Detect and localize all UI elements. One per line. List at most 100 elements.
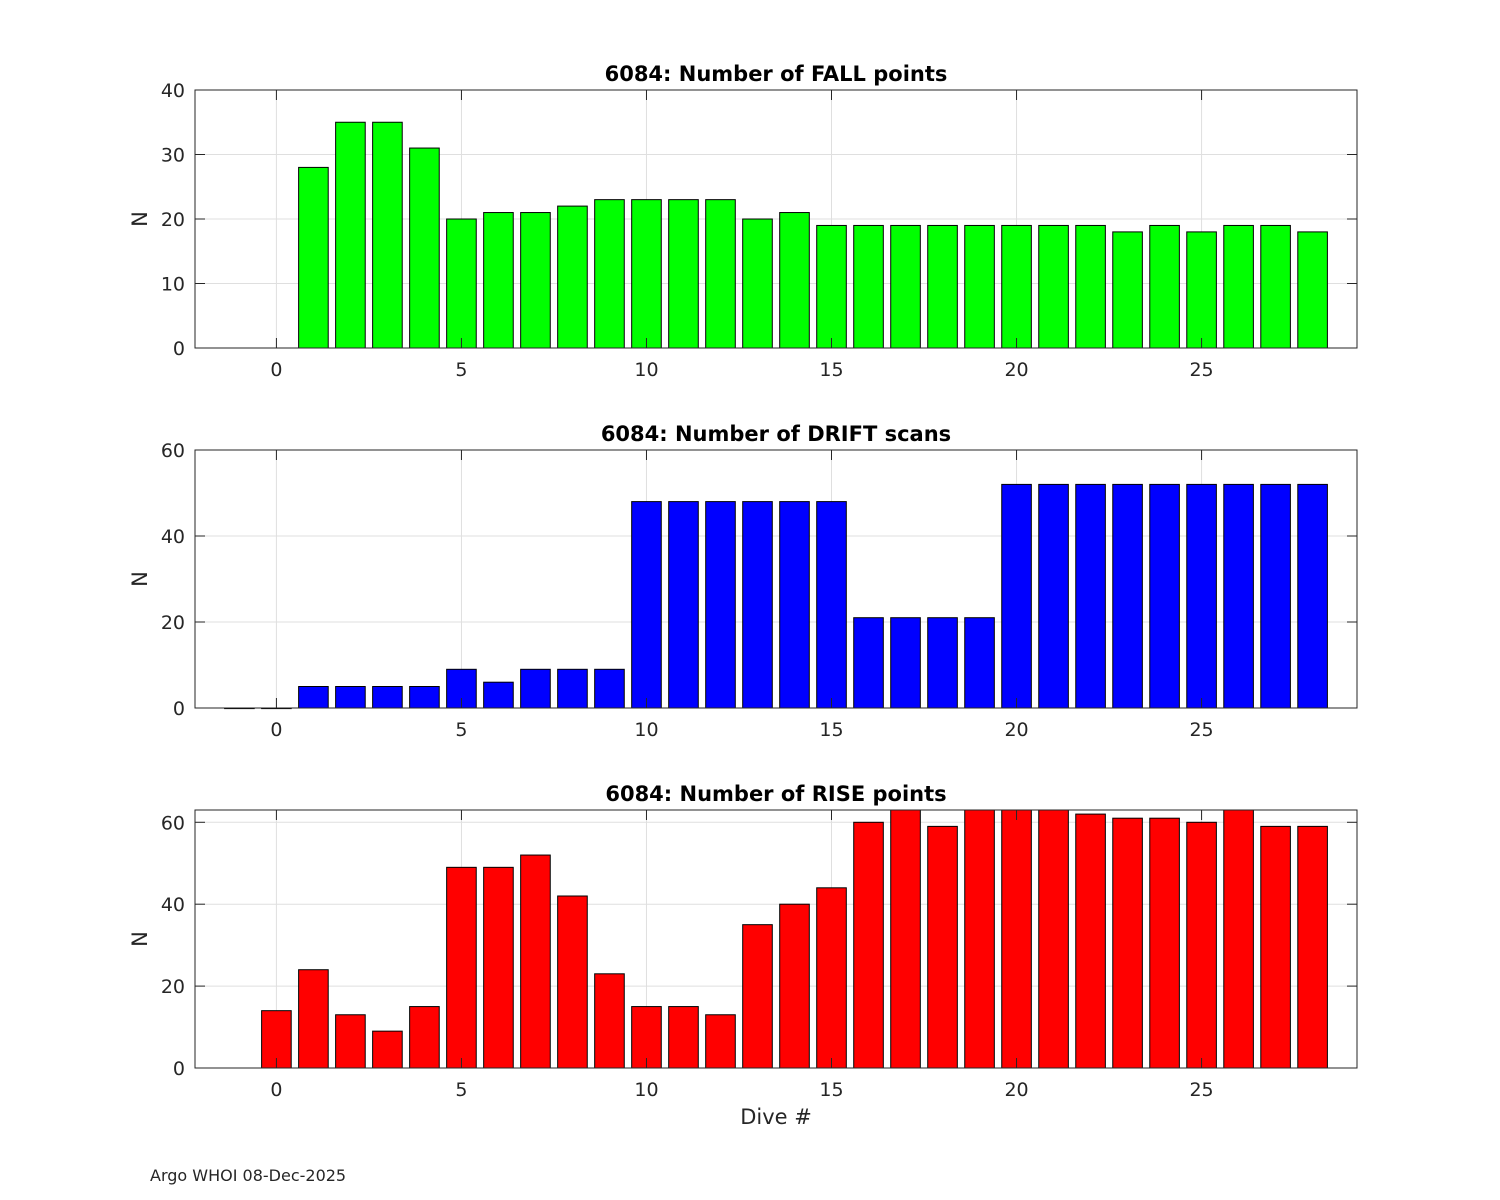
bar [742, 924, 773, 1069]
bar [742, 218, 773, 349]
bar [631, 199, 662, 349]
bar [779, 501, 810, 709]
bar [1075, 813, 1106, 1069]
bar [335, 1014, 366, 1069]
bar [631, 501, 662, 709]
y-tick-label: 40 [161, 894, 185, 916]
bar [1260, 483, 1291, 709]
bar [816, 224, 847, 349]
bar [372, 686, 403, 709]
bar [927, 224, 958, 349]
bar [1038, 483, 1069, 709]
bar [1260, 825, 1291, 1069]
y-axis-label: N [128, 211, 152, 227]
bar [705, 199, 736, 349]
x-tick-label: 25 [1189, 719, 1213, 741]
bar [853, 821, 884, 1069]
bar [668, 1006, 699, 1069]
bar [927, 825, 958, 1069]
bar [335, 686, 366, 709]
bar [1001, 483, 1032, 709]
bar [298, 166, 329, 349]
bar [1038, 224, 1069, 349]
footer-credit: Argo WHOI 08-Dec-2025 [150, 1166, 347, 1185]
bar [1075, 224, 1106, 349]
bar [372, 1030, 403, 1069]
y-tick-label: 0 [173, 1058, 185, 1080]
bar [483, 212, 514, 349]
bar [1186, 821, 1217, 1069]
bar [520, 854, 551, 1069]
x-tick-label: 20 [1004, 1079, 1028, 1101]
bar [1149, 817, 1180, 1069]
bar [372, 121, 403, 349]
bar [1001, 809, 1032, 1069]
bar [816, 887, 847, 1069]
bar [668, 199, 699, 349]
x-tick-label: 5 [455, 719, 467, 741]
y-tick-label: 0 [173, 338, 185, 360]
y-tick-label: 0 [173, 698, 185, 720]
bar [557, 668, 588, 709]
bar [409, 686, 440, 709]
bar [1149, 224, 1180, 349]
bar [890, 617, 921, 709]
x-tick-label: 10 [634, 359, 658, 381]
bar [446, 866, 477, 1069]
bar [594, 973, 625, 1069]
y-tick-label: 60 [161, 440, 185, 462]
bar [853, 617, 884, 709]
bar [1297, 825, 1328, 1069]
bar [779, 903, 810, 1069]
bar [594, 668, 625, 709]
y-axis-label: N [128, 931, 152, 947]
bar [409, 147, 440, 349]
bar [1149, 483, 1180, 709]
bar [446, 218, 477, 349]
bar [964, 224, 995, 349]
axes-box [194, 809, 1358, 1069]
bar [1075, 483, 1106, 709]
bar [409, 1006, 440, 1069]
y-tick-label: 10 [161, 274, 185, 296]
bar [668, 501, 699, 709]
bar [1186, 483, 1217, 709]
bar [1112, 817, 1143, 1069]
bar [1038, 809, 1069, 1069]
chart-title: 6084: Number of RISE points [605, 782, 946, 806]
bar [853, 224, 884, 349]
bar [1297, 483, 1328, 709]
x-tick-label: 5 [455, 359, 467, 381]
y-tick-label: 60 [161, 812, 185, 834]
x-tick-label: 20 [1004, 719, 1028, 741]
chart-title: 6084: Number of FALL points [605, 62, 948, 86]
x-tick-label: 15 [819, 359, 843, 381]
bar [1112, 483, 1143, 709]
x-tick-label: 25 [1189, 1079, 1213, 1101]
bar [1223, 809, 1254, 1069]
bar [742, 501, 773, 709]
bar [594, 199, 625, 349]
bar [1223, 483, 1254, 709]
bar [779, 212, 810, 349]
chart-rise: 0 5 10 15 20 25 0 20 40 60 6084: Number of RISE po… [128, 782, 1358, 1129]
bar [1186, 231, 1217, 349]
x-tick-label: 0 [270, 1079, 282, 1101]
x-tick-label: 0 [270, 359, 282, 381]
bar [964, 617, 995, 709]
bar [890, 809, 921, 1069]
bar [705, 501, 736, 709]
x-tick-label: 15 [819, 719, 843, 741]
bar [520, 668, 551, 709]
x-tick-label: 10 [634, 1079, 658, 1101]
chart-title: 6084: Number of DRIFT scans [601, 422, 951, 446]
bar [483, 681, 514, 709]
bar [816, 501, 847, 709]
x-tick-label: 10 [634, 719, 658, 741]
chart-fall: 0 5 10 15 20 25 0 10 20 30 40 6084: Number of FALL … [128, 62, 1358, 381]
y-axis-label: N [128, 571, 152, 587]
bar [890, 224, 921, 349]
y-tick-label: 40 [161, 526, 185, 548]
bar [298, 969, 329, 1069]
